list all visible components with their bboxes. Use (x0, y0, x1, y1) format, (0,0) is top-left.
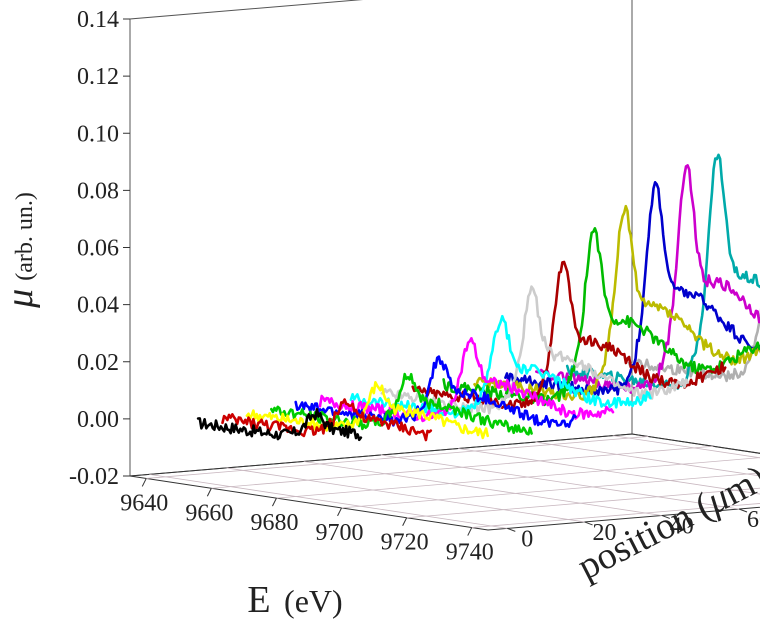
x-tick-label-2: 9680 (250, 510, 298, 536)
x-tick-mark-0 (141, 478, 147, 487)
tick-labels: -0.02 0.00 0.02 0.04 0.06 0.08 0.10 0.12 0.14 964… (69, 7, 760, 566)
x-tick-label-1: 9660 (185, 500, 233, 526)
grid-y-4 (458, 448, 760, 495)
x-tick-label-3: 9700 (316, 520, 364, 546)
x-tick-mark-2 (272, 497, 277, 507)
back-wall (631, 0, 760, 454)
x-tick-label-4: 9720 (381, 530, 429, 556)
series-line-pos-72 (442, 227, 760, 407)
x-tick-mark-4 (402, 517, 408, 526)
z-tick-label-4: 0.06 (77, 236, 119, 262)
y-tick-mark-3 (738, 508, 748, 513)
z-tick-label-2: 0.02 (77, 350, 119, 376)
x-tick-mark-1 (206, 488, 212, 497)
x-tick-label-0: 9640 (120, 490, 168, 516)
x-tick-mark-5 (467, 527, 473, 536)
grid-y-2 (303, 461, 662, 516)
grid-y-3 (380, 454, 740, 510)
series-line-pos-32 (294, 355, 577, 429)
z-tick-label-0: -0.02 (69, 464, 119, 490)
y-tick-mark-1 (584, 521, 593, 526)
z-tick-label-5: 0.08 (77, 178, 119, 204)
z-tick-label-7: 0.12 (77, 64, 119, 90)
series-line-pos-0 (196, 407, 363, 442)
series-line-pos-104 (565, 153, 760, 390)
z-axis-unit: (arb. un.) (12, 192, 38, 281)
y-tick-mark-0 (507, 527, 516, 532)
y-tick-label-2: 40 (670, 513, 694, 539)
floor-pane (129, 433, 760, 531)
grid-y-1 (226, 467, 585, 523)
series-group (196, 153, 760, 442)
x-axis-main: E (247, 579, 270, 621)
z-tick-label-8: 0.14 (77, 7, 119, 33)
series-line-pos-40 (318, 336, 615, 423)
z-axis-symbol: μ (0, 289, 41, 309)
series-line-pos-16 (245, 380, 490, 440)
grid-y-6 (612, 435, 760, 459)
x-axis-title: E (eV) (247, 579, 342, 621)
x-axis-unit: (eV) (284, 583, 343, 619)
z-tick-label-6: 0.10 (77, 121, 119, 147)
y-tick-label-0: 0 (521, 526, 533, 552)
series-line-pos-88 (504, 181, 760, 397)
z-axis-title: μ (arb. un.) (0, 192, 41, 309)
y-tick-mark-2 (661, 514, 670, 519)
x-tick-label-5: 9740 (446, 540, 494, 566)
series-line-pos-96 (534, 164, 760, 394)
axis-panes (129, 0, 760, 531)
series-line-pos-48 (349, 314, 652, 419)
series-line-pos-24 (269, 372, 533, 436)
y-tick-label-3: 60 (747, 507, 760, 533)
grid-y-0 (149, 473, 508, 529)
y-tick-label-1: 20 (593, 520, 617, 546)
x-tick-mark-3 (337, 507, 342, 517)
grid-y-5 (535, 441, 760, 477)
z-tick-label-1: 0.00 (77, 407, 119, 433)
z-tick-label-3: 0.04 (77, 293, 119, 319)
series-line-pos-120 (627, 307, 760, 383)
